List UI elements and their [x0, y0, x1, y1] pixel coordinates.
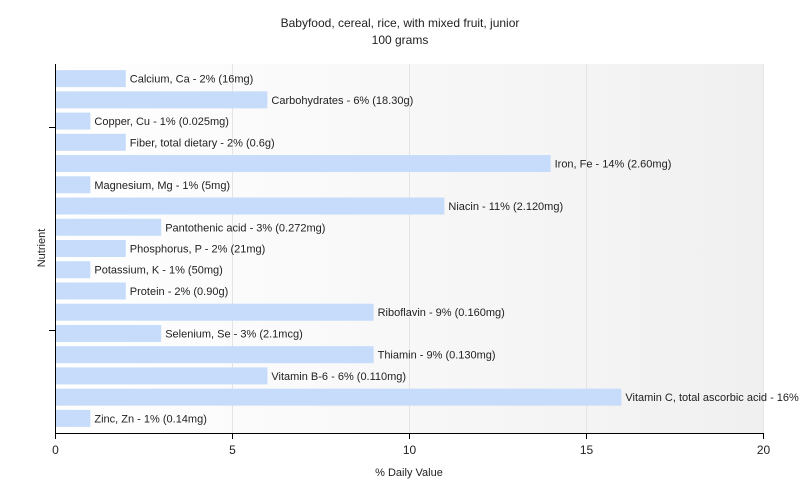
bar — [56, 155, 551, 173]
data-label: Protein - 2% (0.90g) — [130, 286, 228, 298]
bar — [56, 261, 91, 279]
bar — [56, 112, 91, 130]
bar — [56, 303, 374, 321]
bar — [56, 282, 126, 300]
data-label: Riboflavin - 9% (0.160mg) — [378, 307, 505, 319]
data-label: Iron, Fe - 14% (2.60mg) — [555, 159, 672, 171]
x-axis-title: % Daily Value — [375, 467, 443, 479]
bar — [56, 409, 91, 427]
data-label: Magnesium, Mg - 1% (5mg) — [94, 180, 230, 192]
axes: 0 5 10 15 20 — [49, 64, 770, 457]
bar — [56, 240, 126, 257]
x-tick-label: 5 — [229, 443, 236, 457]
bar — [56, 388, 622, 406]
bar — [56, 70, 126, 88]
bar — [56, 346, 374, 364]
x-tick-label: 20 — [757, 443, 771, 457]
data-label: Calcium, Ca - 2% (16mg) — [130, 74, 253, 86]
data-label: Selenium, Se - 3% (2.1mcg) — [165, 328, 303, 340]
data-label: Pantothenic acid - 3% (0.272mg) — [165, 222, 325, 234]
x-tick-label: 10 — [403, 443, 417, 457]
chart-title: Babyfood, cereal, rice, with mixed fruit… — [281, 16, 520, 30]
data-label: Phosphorus, P - 2% (21mg) — [130, 244, 266, 256]
data-label: Niacin - 11% (2.120mg) — [448, 201, 563, 213]
bar — [56, 218, 162, 236]
bars: Calcium, Ca - 2% (16mg) Carbohydrates - 6… — [56, 70, 800, 427]
bar — [56, 133, 126, 151]
data-label: Vitamin B-6 - 6% (0.110mg) — [271, 371, 406, 383]
y-axis-title: Nutrient — [36, 229, 48, 268]
data-label: Copper, Cu - 1% (0.025mg) — [94, 116, 229, 128]
x-tick-label: 15 — [580, 443, 594, 457]
data-label: Fiber, total dietary - 2% (0.6g) — [130, 137, 275, 149]
bar — [56, 197, 445, 215]
x-tick-label: 0 — [52, 443, 59, 457]
bar — [56, 324, 162, 342]
data-label: Zinc, Zn - 1% (0.14mg) — [94, 413, 206, 425]
data-label: Carbohydrates - 6% (18.30g) — [271, 95, 413, 107]
data-label: Vitamin C, total ascorbic acid - 16% (9.… — [625, 392, 800, 404]
data-label: Potassium, K - 1% (50mg) — [94, 265, 222, 277]
bar — [56, 176, 91, 194]
data-label: Thiamin - 9% (0.130mg) — [378, 350, 496, 362]
bar — [56, 91, 268, 109]
chart-subtitle: 100 grams — [372, 33, 429, 47]
bar — [56, 367, 268, 385]
